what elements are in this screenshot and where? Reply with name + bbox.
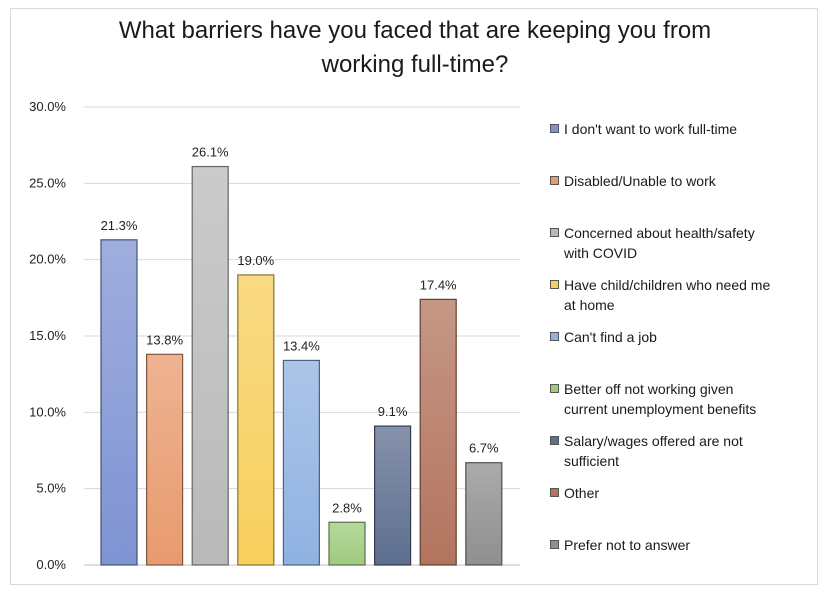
data-label: 26.1% xyxy=(192,145,229,160)
legend-label-line: at home xyxy=(564,297,615,313)
data-labels: 21.3% 13.8% 26.1% 19.0% 13.4% 2.8% 9.1% 17.4% 6.… xyxy=(101,145,499,516)
legend-label: Better off not working given current unem… xyxy=(564,379,814,419)
legend-swatch xyxy=(550,384,559,393)
legend-label-line: Other xyxy=(564,485,600,501)
bar xyxy=(146,353,184,566)
bar xyxy=(191,165,229,566)
legend-label: Prefer not to answer xyxy=(564,535,814,555)
y-tick-label: 15.0% xyxy=(29,328,66,343)
legend-swatch xyxy=(550,124,559,133)
bar xyxy=(328,521,366,566)
data-label: 19.0% xyxy=(237,253,274,268)
bar xyxy=(282,359,320,566)
data-label: 17.4% xyxy=(420,277,457,292)
legend-swatch xyxy=(550,488,559,497)
data-label: 9.1% xyxy=(378,404,408,419)
legend-label: Disabled/Unable to work xyxy=(564,171,814,191)
y-tick-label: 20.0% xyxy=(29,252,66,267)
legend-swatch xyxy=(550,540,559,549)
y-tick-label: 30.0% xyxy=(29,99,66,114)
data-label: 13.4% xyxy=(283,338,320,353)
legend-label: Other xyxy=(564,483,814,503)
legend-swatch xyxy=(550,280,559,289)
legend-label-line: Prefer not to answer xyxy=(564,537,691,553)
legend-label: I don't want to work full-time xyxy=(564,119,814,139)
legend-label-line: Concerned about health/safety xyxy=(564,225,755,241)
legend-label-line: sufficient xyxy=(564,453,619,469)
data-label: 6.7% xyxy=(469,441,499,456)
y-tick-label: 5.0% xyxy=(36,481,66,496)
bar xyxy=(237,274,275,566)
y-axis-ticks: 0.0% 5.0% 10.0% 15.0% 20.0% 25.0% 30.0% xyxy=(29,99,66,572)
legend-label: Can't find a job xyxy=(564,327,814,347)
y-tick-label: 10.0% xyxy=(29,404,66,419)
y-tick-label: 25.0% xyxy=(29,175,66,190)
legend-label-line: Salary/wages offered are not xyxy=(564,433,743,449)
data-label: 21.3% xyxy=(101,218,138,233)
legend-label-line: I don't want to work full-time xyxy=(564,121,738,137)
legend-label-line: Disabled/Unable to work xyxy=(564,173,716,189)
legend-label: Concerned about health/safety with COVID xyxy=(564,223,814,263)
legend-label-line: with COVID xyxy=(564,245,638,261)
bar xyxy=(465,462,503,566)
bar xyxy=(100,239,138,566)
bar xyxy=(419,298,457,566)
data-label: 2.8% xyxy=(332,500,362,515)
legend-label: Have child/children who need me at home xyxy=(564,275,814,315)
bars xyxy=(100,165,503,566)
data-label: 13.8% xyxy=(146,332,183,347)
chart-title: What barriers have you faced that are ke… xyxy=(0,14,830,82)
legend-label: Salary/wages offered are not sufficient xyxy=(564,431,814,471)
chart-title-line-2: working full-time? xyxy=(321,51,509,78)
legend-label-line: Have child/children who need me xyxy=(564,277,771,293)
legend-label-line: Better off not working given xyxy=(564,381,734,397)
chart-title-line-1: What barriers have you faced that are ke… xyxy=(118,17,712,44)
legend-label-line: current unemployment benefits xyxy=(564,401,757,417)
legend-swatch xyxy=(550,176,559,185)
bar xyxy=(374,425,412,566)
legend-swatch xyxy=(550,436,559,445)
legend-label-line: Can't find a job xyxy=(564,329,657,345)
legend-swatch xyxy=(550,332,559,341)
y-tick-label: 0.0% xyxy=(36,557,66,572)
legend-swatch xyxy=(550,228,559,237)
